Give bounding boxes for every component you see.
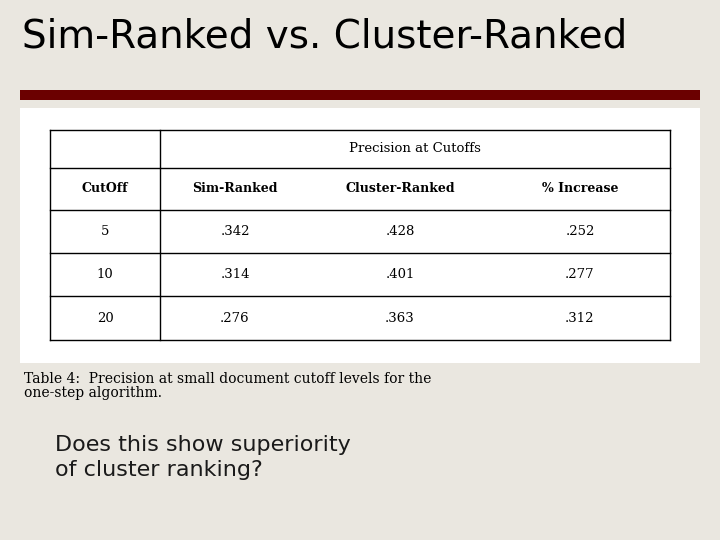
Bar: [20, 108, 700, 363]
Text: of cluster ranking?: of cluster ranking?: [55, 460, 263, 480]
Text: Table 4:  Precision at small document cutoff levels for the: Table 4: Precision at small document cut…: [24, 372, 431, 386]
Text: CutOff: CutOff: [82, 183, 128, 195]
Text: .277: .277: [565, 268, 595, 281]
Bar: [20, 90, 700, 100]
Text: .276: .276: [220, 312, 250, 325]
Text: Sim-Ranked vs. Cluster-Ranked: Sim-Ranked vs. Cluster-Ranked: [22, 18, 627, 56]
Text: Sim-Ranked: Sim-Ranked: [192, 183, 278, 195]
Text: .363: .363: [385, 312, 415, 325]
Text: % Increase: % Increase: [541, 183, 618, 195]
Text: one-step algorithm.: one-step algorithm.: [24, 386, 162, 400]
Text: 10: 10: [96, 268, 113, 281]
Text: .252: .252: [565, 225, 595, 238]
Text: .401: .401: [385, 268, 415, 281]
Text: Does this show superiority: Does this show superiority: [55, 435, 351, 455]
Text: 20: 20: [96, 312, 113, 325]
Text: .428: .428: [385, 225, 415, 238]
Text: Cluster-Ranked: Cluster-Ranked: [345, 183, 455, 195]
Text: .312: .312: [565, 312, 595, 325]
Text: .342: .342: [220, 225, 250, 238]
Text: Precision at Cutoffs: Precision at Cutoffs: [349, 143, 481, 156]
Text: 5: 5: [101, 225, 109, 238]
Text: .314: .314: [220, 268, 250, 281]
